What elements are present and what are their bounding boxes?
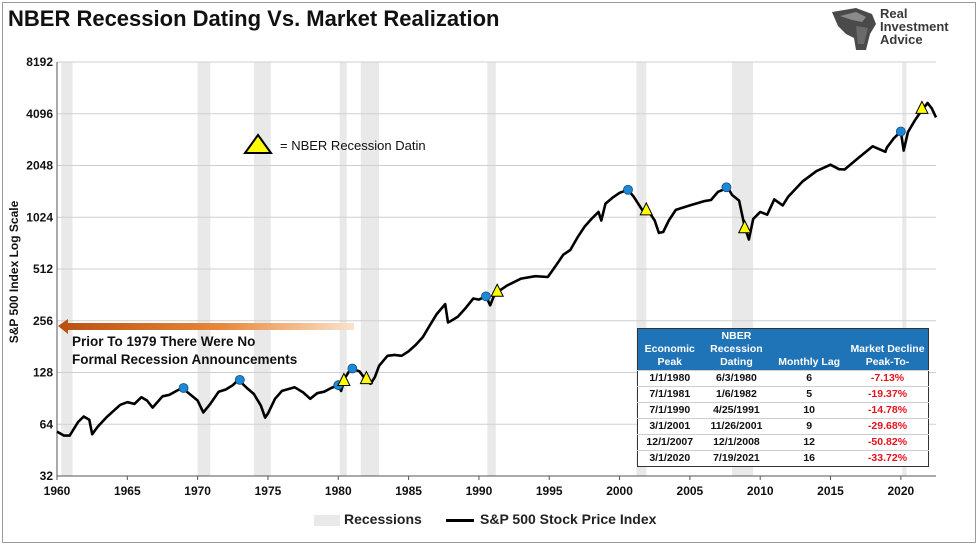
x-tick-label-2000: 2000 xyxy=(606,484,633,498)
series-sp500-line xyxy=(56,101,938,437)
header-market-decline: Market Decline Peak-To- xyxy=(847,328,929,371)
economic-peak-marker-6 xyxy=(721,182,732,193)
table-cell: 6/3/1980 xyxy=(701,370,772,387)
nber-announcement-marker-0 xyxy=(337,372,351,386)
y-tick-label-256: 256 xyxy=(33,314,53,328)
y-tick-label-32: 32 xyxy=(40,469,54,483)
economic-peak-marker-5 xyxy=(623,184,633,195)
table-row: 3/1/2001 11/26/2001 9 -29.68% xyxy=(637,418,929,435)
arrow-note-line-2: Formal Recession Announcements xyxy=(72,352,297,367)
table-header-row: Economic Peak NBER Recession Dating Mont… xyxy=(637,328,929,371)
table-cell: -33.72% xyxy=(847,450,929,467)
y-tick-label-1024: 1024 xyxy=(26,210,53,224)
table-cell: 5 xyxy=(771,386,847,403)
x-tick-label-1995: 1995 xyxy=(536,484,563,498)
table-cell: -7.13% xyxy=(847,370,929,387)
header-monthly-lag: Monthly Lag xyxy=(771,328,847,371)
y-tick-label-128: 128 xyxy=(33,366,53,380)
marker-legend-text: = NBER Recession Datin xyxy=(280,138,426,153)
brand-line-2: Investment xyxy=(880,19,949,34)
header-economic-peak: Economic Peak xyxy=(637,328,702,371)
economic-peak-marker-0 xyxy=(178,383,189,393)
y-tick-label-512: 512 xyxy=(33,262,53,276)
chart-title: NBER Recession Dating Vs. Market Realiza… xyxy=(8,6,500,31)
table-row: 1/1/1980 6/3/1980 6 -7.13% xyxy=(637,370,929,387)
nber-announcement-marker-2 xyxy=(490,283,505,297)
nber-announcement-marker-5 xyxy=(915,100,929,114)
x-tick-label-1985: 1985 xyxy=(395,484,422,498)
x-tick-label-1970: 1970 xyxy=(184,484,211,498)
table-cell: 10 xyxy=(771,402,847,419)
economic-peak-marker-4 xyxy=(481,291,491,302)
brand-name: Real Investment Advice xyxy=(880,7,949,46)
left-arrow-icon xyxy=(58,319,354,334)
recession-table: Economic Peak NBER Recession Dating Mont… xyxy=(637,328,929,467)
legend-recessions-label: Recessions xyxy=(344,511,422,527)
x-tick-label-2020: 2020 xyxy=(887,484,914,498)
nber-announcement-markers xyxy=(337,100,929,386)
economic-peak-marker-7 xyxy=(895,126,906,137)
x-tick-label-2015: 2015 xyxy=(817,484,844,498)
x-tick-label-1975: 1975 xyxy=(255,484,282,498)
brand-line-1: Real xyxy=(880,6,908,21)
triangle-legend-icon xyxy=(243,133,273,154)
table-cell: 12/1/2007 xyxy=(637,434,702,451)
series-sp500 xyxy=(56,101,938,437)
table-row: 7/1/1981 1/6/1982 5 -19.37% xyxy=(637,386,929,403)
x-tick-label-1965: 1965 xyxy=(114,484,141,498)
table-cell: -29.68% xyxy=(847,418,929,435)
table-cell: 3/1/2020 xyxy=(637,450,702,467)
y-tick-label-64: 64 xyxy=(40,417,54,431)
table-cell: -19.37% xyxy=(847,386,929,403)
y-axis-label: S&P 500 Index Log Scale xyxy=(7,200,21,343)
x-tick-label-1960: 1960 xyxy=(44,484,71,498)
table-cell: 1/1/1980 xyxy=(637,370,702,387)
y-tick-label-4096: 4096 xyxy=(26,107,53,121)
legend-recessions-swatch xyxy=(314,515,340,526)
nber-announcement-marker-4 xyxy=(737,219,752,234)
table-row: 12/1/2007 12/1/2008 12 -50.82% xyxy=(637,434,929,451)
table-cell: 16 xyxy=(771,450,847,467)
axes xyxy=(56,62,936,477)
x-tick-label-1990: 1990 xyxy=(466,484,493,498)
table-cell: -50.82% xyxy=(847,434,929,451)
eagle-logo-icon xyxy=(832,8,876,50)
table-cell: -14.78% xyxy=(847,402,929,419)
legend-sp500-label: S&P 500 Stock Price Index xyxy=(480,511,657,527)
brand-line-3: Advice xyxy=(880,32,923,47)
annotations: Prior To 1979 There Were No Formal Reces… xyxy=(58,133,426,367)
table-cell: 9 xyxy=(771,418,847,435)
economic-peak-markers xyxy=(178,126,906,393)
y-tick-label-2048: 2048 xyxy=(26,159,53,173)
table-cell: 3/1/2001 xyxy=(637,418,702,435)
x-tick-label-1980: 1980 xyxy=(325,484,352,498)
nber-announcement-marker-1 xyxy=(359,370,374,385)
nber-announcement-marker-3 xyxy=(639,201,654,216)
table-cell: 6 xyxy=(771,370,847,387)
y-tick-label-8192: 8192 xyxy=(26,55,53,69)
arrow-note-line-1: Prior To 1979 There Were No xyxy=(72,334,255,349)
table-cell: 11/26/2001 xyxy=(701,418,772,435)
x-tick-label-2010: 2010 xyxy=(747,484,774,498)
chart-legend: Recessions S&P 500 Stock Price Index xyxy=(0,510,980,532)
legend-sp500-swatch xyxy=(446,519,474,522)
y-tick-labels: 32 64 128 256 512 1024 2048 4096 8192 xyxy=(26,55,53,483)
table-cell: 7/1/1990 xyxy=(637,402,702,419)
economic-peak-marker-1 xyxy=(234,374,245,385)
header-nber-dating: NBER Recession Dating xyxy=(701,328,772,371)
table-cell: 7/19/2021 xyxy=(701,450,772,467)
economic-peak-marker-3 xyxy=(347,363,358,374)
table-cell: 1/6/1982 xyxy=(701,386,772,403)
x-tick-label-2005: 2005 xyxy=(677,484,704,498)
table-cell: 12/1/2008 xyxy=(701,434,772,451)
table-cell: 4/25/1991 xyxy=(701,402,772,419)
table-cell: 12 xyxy=(771,434,847,451)
table-row: 7/1/1990 4/25/1991 10 -14.78% xyxy=(637,402,929,419)
table-body: 1/1/1980 6/3/1980 6 -7.13% 7/1/1981 1/6/1982 5… xyxy=(637,370,929,467)
table-cell: 7/1/1981 xyxy=(637,386,702,403)
x-tick-labels: 1960 1965 1970 1975 1980 1985 1990 1995 2000 2005… xyxy=(44,476,915,498)
table-row: 3/1/2020 7/19/2021 16 -33.72% xyxy=(637,450,929,467)
